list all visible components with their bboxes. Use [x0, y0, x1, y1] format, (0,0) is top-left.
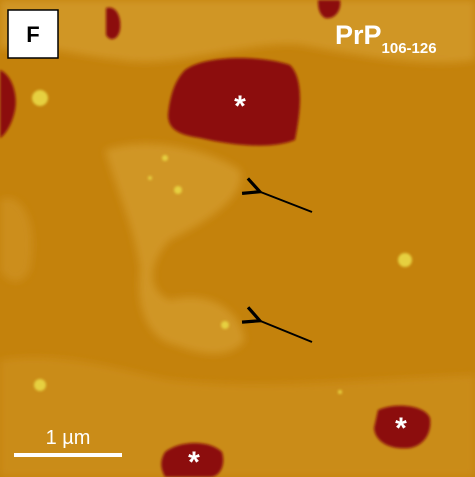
- asterisk: *: [234, 90, 246, 123]
- afm-image: F PrP106-126 * * * 1 µm: [0, 0, 475, 477]
- panel-label: F: [26, 22, 39, 47]
- asterisk: *: [188, 446, 200, 477]
- title-subscript: 106-126: [382, 40, 437, 57]
- asterisk: *: [395, 412, 407, 445]
- scale-bar-label: 1 µm: [46, 427, 91, 449]
- title-main: PrP: [335, 20, 382, 50]
